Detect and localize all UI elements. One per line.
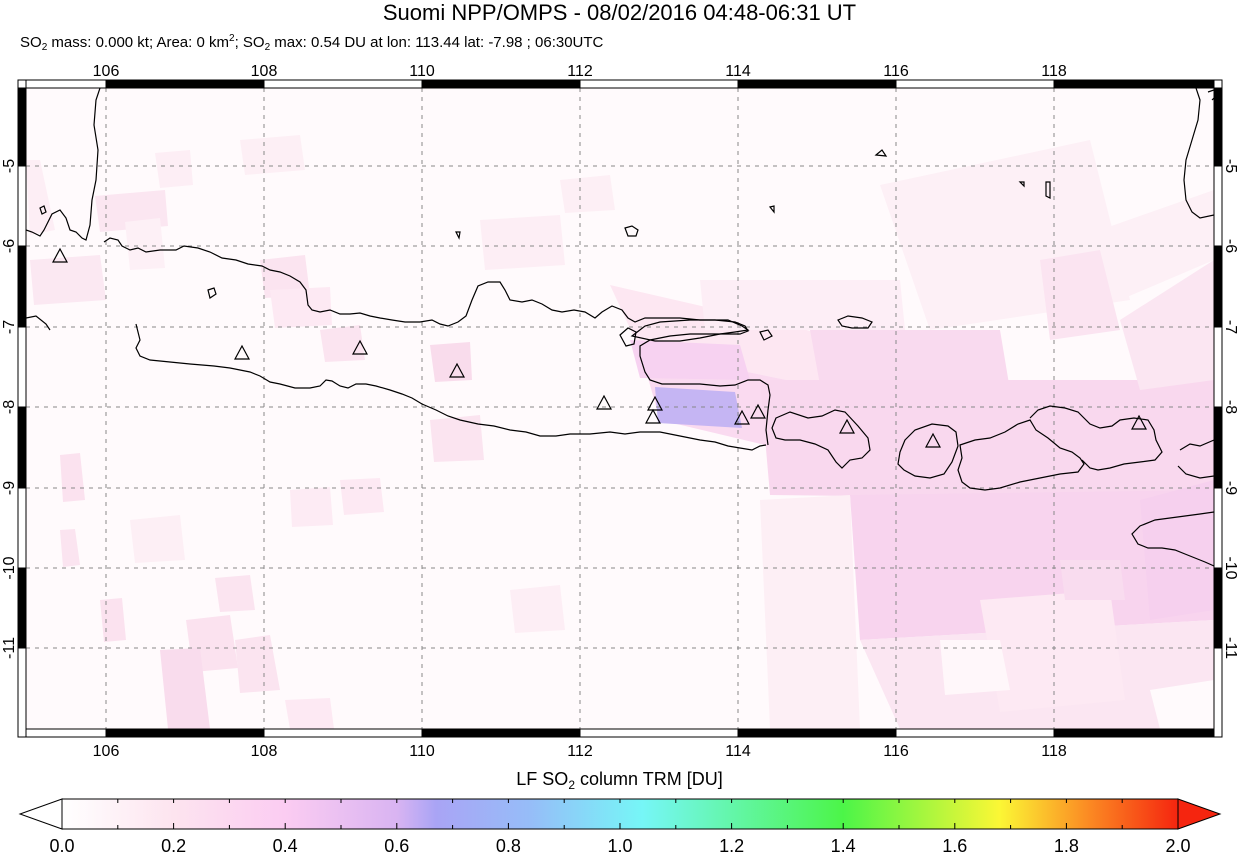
- lon-label: 110: [409, 743, 435, 760]
- colorbar-label: 2.0: [1165, 836, 1191, 856]
- lat-label: -11: [1, 637, 18, 659]
- so2-label: SO: [20, 34, 42, 51]
- colorbar-label: 1.2: [719, 836, 745, 856]
- left-scale-bar: [17, 79, 27, 738]
- colorbar: [18, 798, 1222, 830]
- colorbar-label: 0.0: [49, 836, 75, 856]
- lon-label: 114: [725, 63, 751, 80]
- lat-label: -10: [1222, 556, 1239, 579]
- lat-label: -11: [1222, 637, 1239, 659]
- colorbar-title: LF SO2 column TRM [DU]: [516, 769, 723, 792]
- lat-label: -7: [1, 320, 18, 334]
- lon-label: 108: [251, 63, 278, 80]
- volcano-icon: [233, 344, 251, 360]
- lon-label: 114: [725, 743, 751, 760]
- bottom-scale-bar: [17, 728, 1223, 738]
- colorbar-label: 1.6: [942, 836, 968, 856]
- volcano-icon: [733, 409, 751, 425]
- volcano-icon: [749, 403, 767, 419]
- so2-max-text: max: 0.54 DU at lon: 113.44 lat: -7.98 ;…: [270, 34, 604, 51]
- lon-label: 108: [251, 743, 278, 760]
- lon-label: 116: [883, 743, 909, 760]
- volcano-icon: [924, 432, 942, 448]
- so2-max-pixel: [655, 387, 742, 428]
- volcano-markers: [51, 247, 1148, 448]
- lon-label: 110: [409, 63, 435, 80]
- top-scale-bar: [17, 79, 1223, 89]
- lon-label: 106: [93, 743, 120, 760]
- lon-labels-bottom: 106 108 110 112 114 116 118: [93, 743, 1067, 760]
- lat-label: -9: [1222, 481, 1239, 495]
- lat-label: -10: [1, 556, 18, 579]
- graticule: [26, 88, 1214, 729]
- colorbar-label: 0.4: [272, 836, 298, 856]
- colorbar-over-arrow: [1177, 798, 1222, 830]
- volcano-icon: [595, 394, 613, 410]
- volcano-icon: [351, 339, 369, 355]
- lon-label: 118: [1041, 63, 1067, 80]
- lat-label: -6: [1222, 239, 1239, 253]
- lat-label: -5: [1222, 159, 1239, 173]
- volcano-icon: [838, 418, 856, 434]
- lat-label: -9: [1, 481, 18, 495]
- lon-label: 118: [1041, 743, 1067, 760]
- so2-stats-line: SO2 mass: 0.000 kt; Area: 0 km2; SO2 max…: [20, 33, 604, 53]
- colorbar-label: 1.4: [830, 836, 856, 856]
- colorbar-label: 0.8: [495, 836, 521, 856]
- volcano-icon: [51, 247, 69, 263]
- colorbar-label: 0.6: [384, 836, 410, 856]
- lon-label: 112: [567, 63, 593, 80]
- colorbar-label: 0.2: [161, 836, 187, 856]
- volcano-icon: [448, 362, 466, 378]
- lon-label: 106: [93, 63, 120, 80]
- map-title: Suomi NPP/OMPS - 08/02/2016 04:48-06:31 …: [382, 0, 857, 25]
- lon-label: 112: [567, 743, 593, 760]
- volcano-icon: [1130, 414, 1148, 430]
- volcano-icon: [644, 408, 662, 424]
- lon-label: 116: [883, 63, 909, 80]
- lat-labels-left: -5 -6 -7 -8 -9 -10 -11: [1, 159, 18, 659]
- colorbar-tick-labels: 0.0 0.2 0.4 0.6 0.8 1.0 1.2 1.4 1.6 1.8 …: [0, 836, 1239, 856]
- lat-label: -7: [1222, 320, 1239, 334]
- lat-label: -6: [1, 239, 18, 253]
- right-scale-bar: [1213, 79, 1223, 738]
- colorbar-under-arrow: [18, 798, 63, 830]
- lon-labels-top: 106 108 110 112 114 116 118: [93, 63, 1067, 80]
- colorbar-label: 1.8: [1053, 836, 1079, 856]
- lat-labels-right: -5 -6 -7 -8 -9 -10 -11: [1222, 159, 1239, 659]
- so2-mass-text: mass: 0.000 kt; Area: 0 km: [47, 34, 229, 51]
- lat-label: -5: [1, 159, 18, 173]
- colorbar-label: 1.0: [607, 836, 633, 856]
- lat-label: -8: [1, 400, 18, 414]
- lat-label: -8: [1222, 400, 1239, 414]
- volcano-icon: [646, 395, 664, 411]
